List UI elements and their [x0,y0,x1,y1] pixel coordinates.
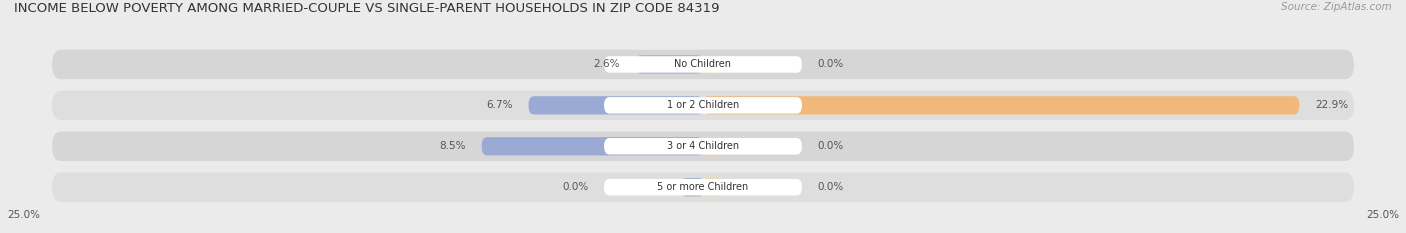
FancyBboxPatch shape [605,179,801,195]
FancyBboxPatch shape [703,96,1299,114]
FancyBboxPatch shape [52,172,1354,202]
FancyBboxPatch shape [605,97,801,114]
Text: 0.0%: 0.0% [817,59,844,69]
Text: 2.6%: 2.6% [593,59,620,69]
Text: Source: ZipAtlas.com: Source: ZipAtlas.com [1281,2,1392,12]
Text: 3 or 4 Children: 3 or 4 Children [666,141,740,151]
FancyBboxPatch shape [605,56,801,73]
Text: INCOME BELOW POVERTY AMONG MARRIED-COUPLE VS SINGLE-PARENT HOUSEHOLDS IN ZIP COD: INCOME BELOW POVERTY AMONG MARRIED-COUPL… [14,2,720,15]
FancyBboxPatch shape [52,132,1354,161]
FancyBboxPatch shape [703,178,724,196]
FancyBboxPatch shape [529,96,703,114]
Text: 0.0%: 0.0% [817,141,844,151]
Text: No Children: No Children [675,59,731,69]
Text: 0.0%: 0.0% [817,182,844,192]
Text: 25.0%: 25.0% [7,210,39,220]
Text: 6.7%: 6.7% [486,100,513,110]
FancyBboxPatch shape [703,137,724,155]
FancyBboxPatch shape [703,55,724,74]
Text: 22.9%: 22.9% [1315,100,1348,110]
Text: 25.0%: 25.0% [1367,210,1399,220]
FancyBboxPatch shape [682,178,703,196]
FancyBboxPatch shape [482,137,703,155]
FancyBboxPatch shape [605,138,801,154]
FancyBboxPatch shape [636,55,703,74]
Text: 5 or more Children: 5 or more Children [658,182,748,192]
Text: 1 or 2 Children: 1 or 2 Children [666,100,740,110]
Text: 0.0%: 0.0% [562,182,589,192]
FancyBboxPatch shape [52,91,1354,120]
FancyBboxPatch shape [52,50,1354,79]
Text: 8.5%: 8.5% [440,141,465,151]
